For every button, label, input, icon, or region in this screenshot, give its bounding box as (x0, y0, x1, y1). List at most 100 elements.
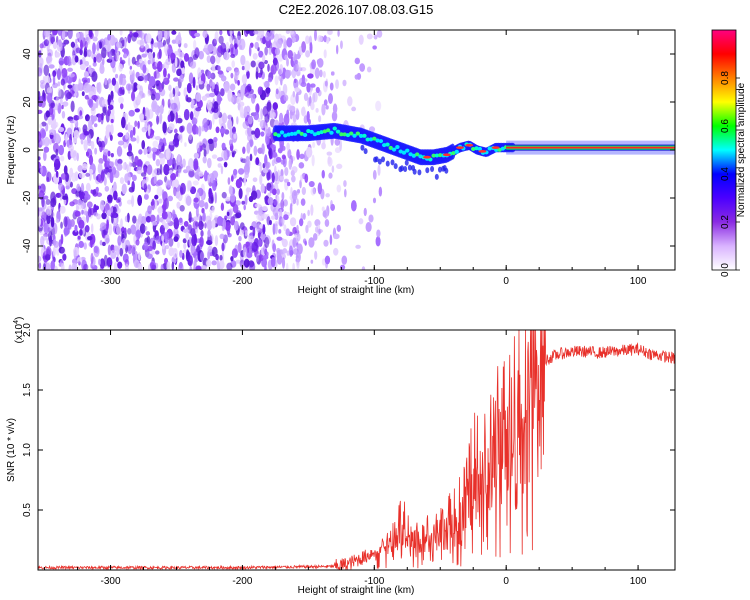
noise-speckle (285, 228, 290, 236)
noise-speckle (50, 260, 55, 270)
noise-speckle (175, 191, 181, 199)
noise-speckle (145, 176, 149, 182)
noise-speckle (168, 93, 174, 98)
noise-speckle (231, 248, 238, 258)
noise-speckle (119, 86, 123, 95)
noise-speckle (260, 67, 263, 76)
x-tick-label: 0 (503, 276, 509, 287)
noise-speckle (247, 116, 253, 125)
signal-core (487, 146, 492, 151)
noise-speckle (205, 215, 212, 225)
signal-band (377, 158, 382, 165)
noise-speckle (211, 219, 216, 229)
colorbar-tick-label: 0.8 (720, 71, 731, 85)
noise-speckle (211, 246, 218, 258)
noise-speckle (295, 92, 299, 104)
noise-speckle (239, 222, 245, 230)
noise-speckle (178, 168, 182, 174)
noise-speckle (135, 231, 140, 238)
noise-speckle (285, 262, 289, 270)
noise-speckle (163, 163, 170, 176)
noise-speckle (305, 35, 310, 45)
signal-core (342, 132, 347, 137)
noise-speckle (327, 156, 331, 165)
noise-speckle (245, 187, 252, 193)
noise-speckle (107, 78, 112, 84)
noise-speckle (136, 166, 143, 175)
noise-speckle (98, 158, 104, 165)
noise-speckle (220, 88, 225, 97)
noise-speckle (118, 96, 124, 104)
snr-scale-close: ) (14, 317, 25, 320)
noise-speckle (249, 225, 254, 231)
noise-speckle (61, 195, 68, 200)
noise-speckle (191, 99, 195, 106)
noise-speckle (198, 171, 204, 177)
noise-speckle (126, 246, 132, 252)
noise-speckle (109, 171, 114, 184)
noise-speckle (60, 233, 64, 245)
noise-speckle (164, 231, 169, 240)
noise-speckle (124, 263, 129, 270)
noise-speckle (50, 102, 56, 108)
noise-speckle (61, 30, 66, 40)
noise-speckle (110, 249, 117, 260)
noise-speckle (337, 30, 340, 37)
noise-speckle (126, 164, 129, 173)
noise-speckle (156, 61, 163, 73)
noise-speckle (156, 179, 163, 186)
noise-speckle (55, 192, 62, 198)
noise-speckle (281, 257, 286, 269)
noise-speckle (85, 114, 90, 122)
noise-speckle (144, 74, 149, 81)
noise-speckle (79, 110, 83, 117)
noise-speckle (243, 106, 248, 118)
noise-speckle (120, 73, 123, 85)
noise-speckle (223, 161, 228, 168)
noise-speckle (159, 114, 162, 125)
noise-speckle (241, 74, 248, 85)
noise-speckle (326, 151, 333, 156)
noise-speckle (277, 33, 282, 39)
noise-speckle (137, 75, 144, 82)
noise-speckle (95, 186, 99, 193)
noise-speckle (296, 224, 299, 232)
noise-speckle (202, 117, 209, 128)
noise-speckle (251, 130, 256, 135)
noise-speckle (188, 133, 193, 141)
noise-speckle (212, 84, 216, 90)
noise-speckle (164, 30, 168, 40)
noise-speckle (168, 123, 175, 131)
noise-speckle (138, 149, 143, 155)
noise-speckle (150, 93, 156, 101)
noise-speckle (372, 197, 377, 204)
noise-speckle (276, 254, 283, 265)
noise-speckle (272, 102, 278, 111)
signal-core (296, 129, 301, 134)
signal-band (385, 160, 390, 167)
noise-speckle (309, 42, 313, 54)
noise-speckle (246, 70, 250, 79)
noise-speckle (69, 201, 75, 207)
noise-speckle (192, 216, 200, 221)
noise-speckle (267, 197, 274, 206)
noise-speckle (336, 224, 341, 232)
noise-speckle (308, 180, 315, 188)
snr-x-label: Height of straight line (km) (298, 585, 415, 596)
noise-speckle (132, 69, 135, 79)
noise-speckle (314, 250, 318, 260)
noise-speckle (277, 147, 283, 154)
noise-speckle (358, 34, 364, 45)
signal-core (289, 131, 295, 136)
noise-speckle (68, 73, 75, 78)
noise-speckle (38, 131, 42, 143)
noise-speckle (121, 237, 127, 250)
noise-speckle (280, 199, 285, 210)
noise-speckle (233, 168, 238, 176)
noise-speckle (283, 224, 287, 232)
noise-speckle (88, 169, 94, 175)
y-tick-label: -20 (22, 190, 33, 205)
noise-speckle (77, 165, 83, 172)
noise-speckle (276, 236, 283, 241)
noise-speckle (43, 64, 50, 76)
